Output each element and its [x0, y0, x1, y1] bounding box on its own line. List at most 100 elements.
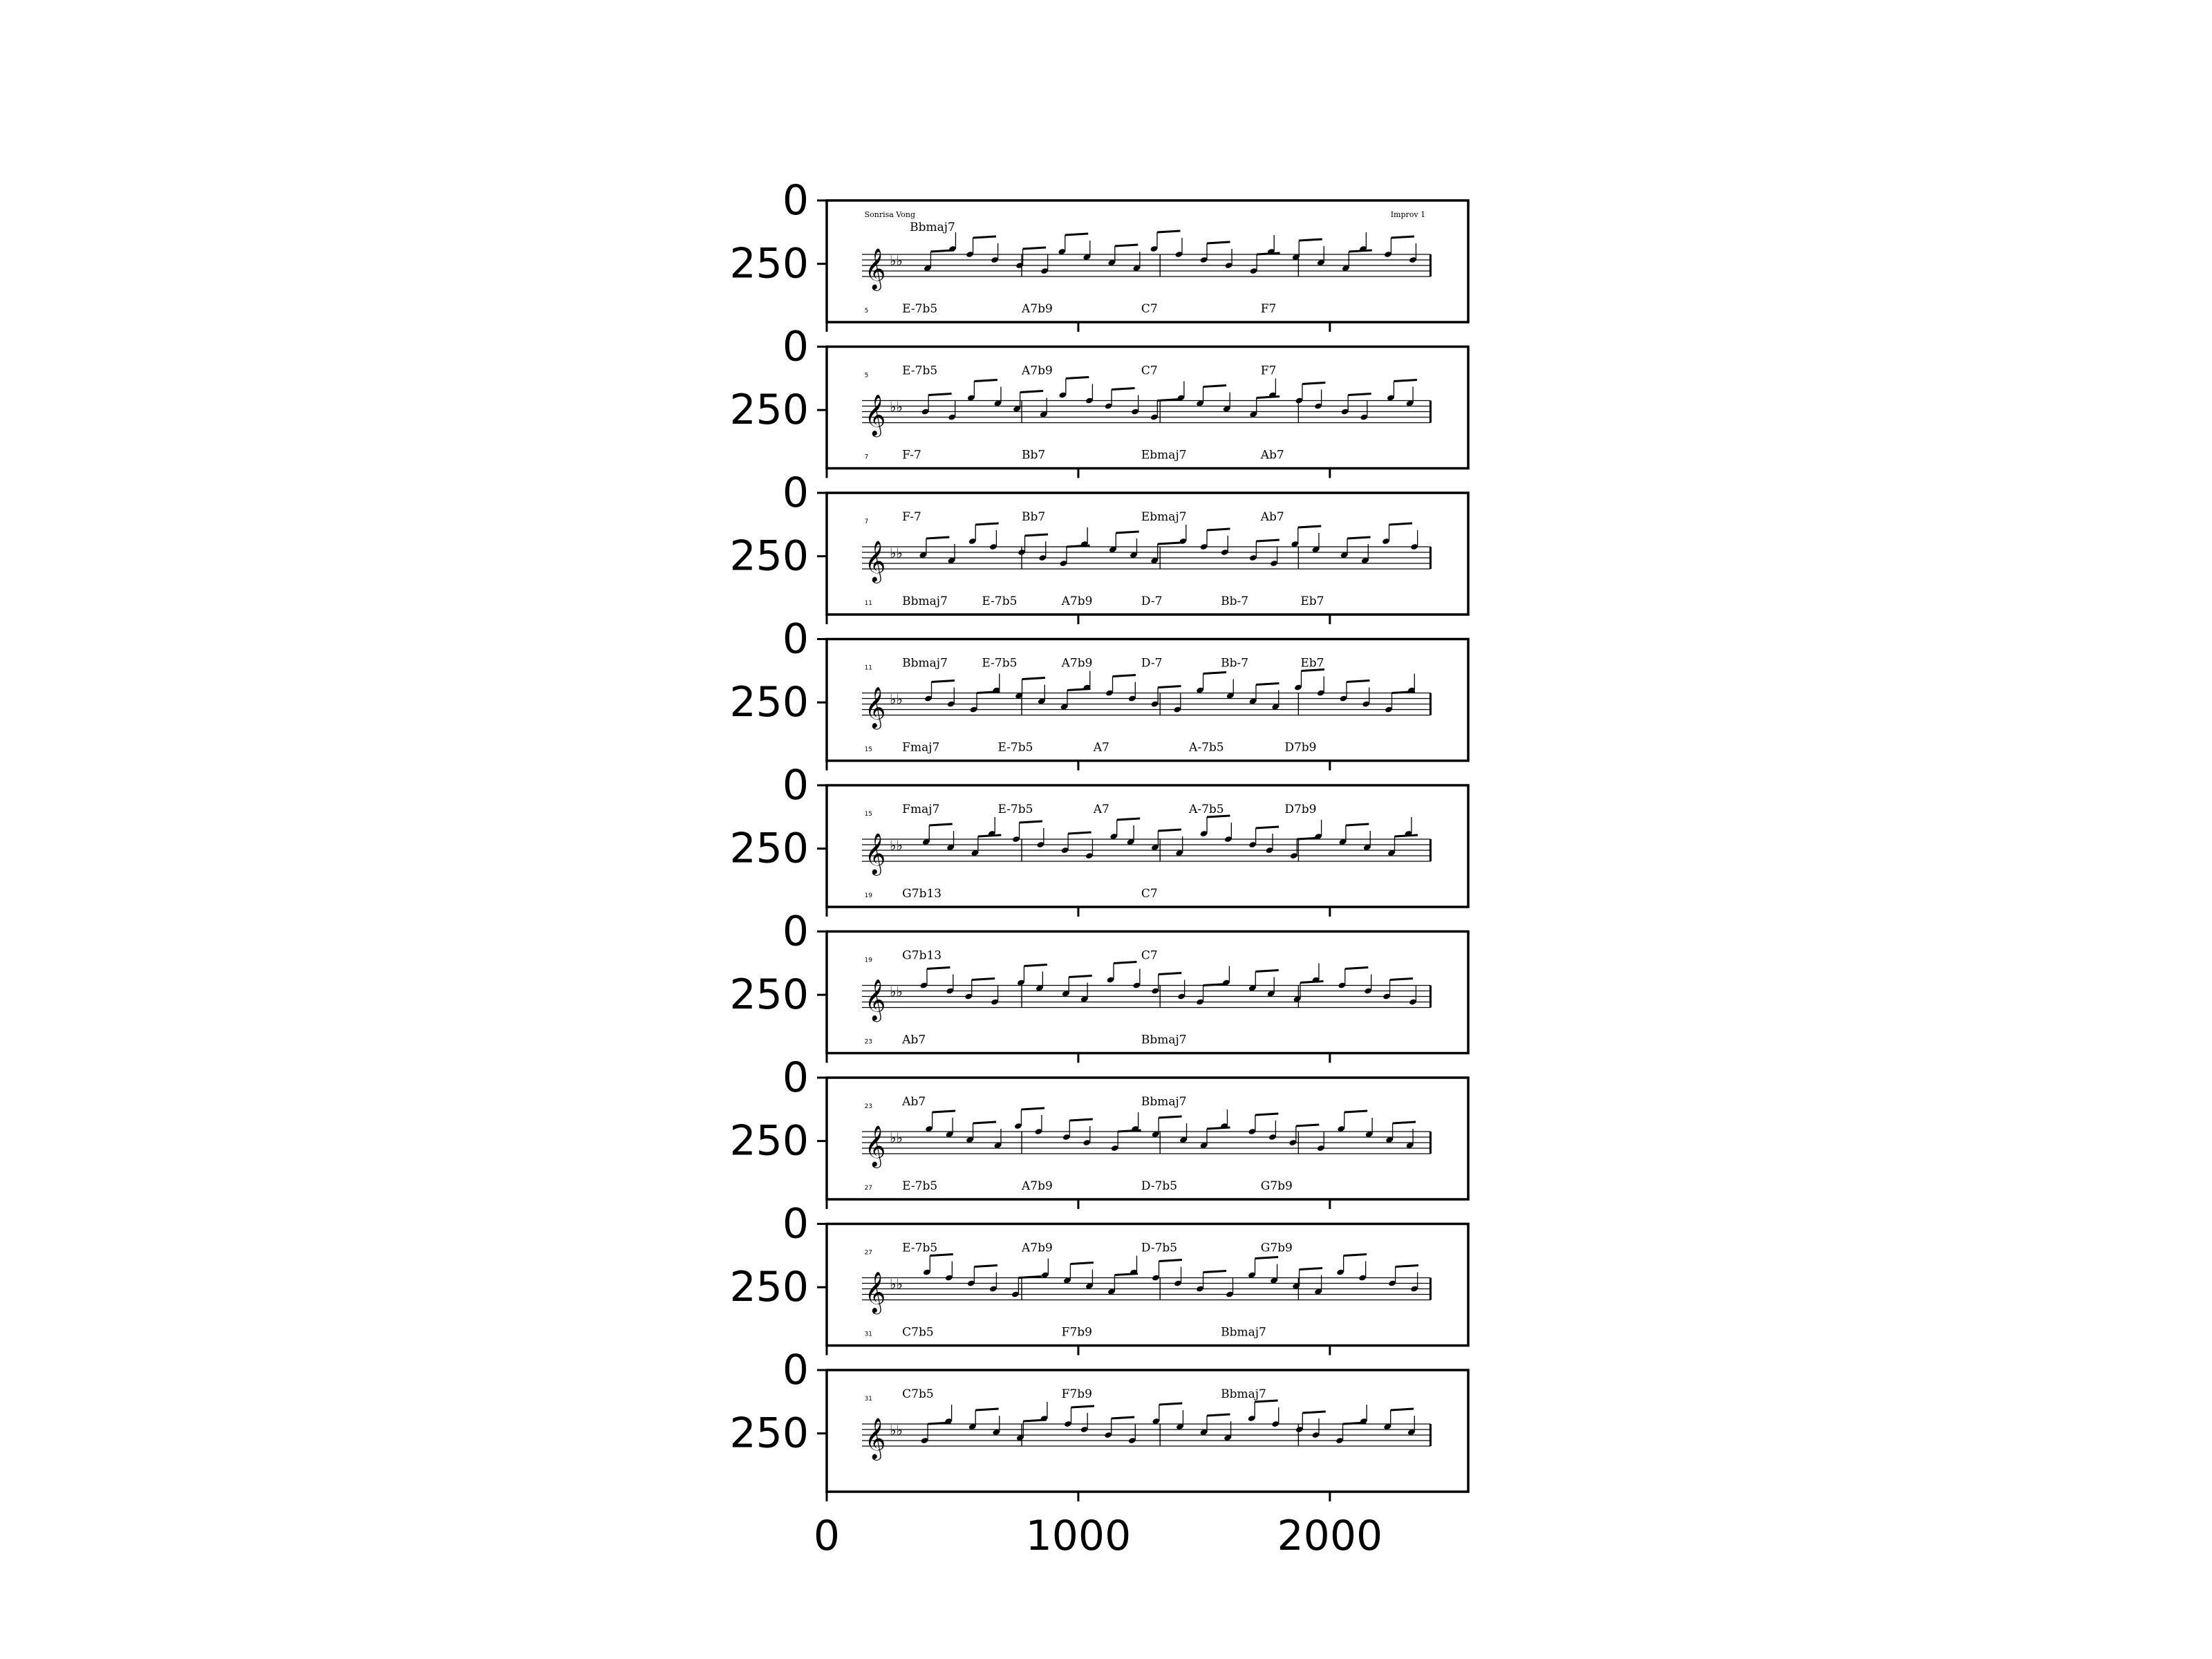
note-head	[1295, 684, 1302, 691]
note-head	[1293, 996, 1301, 1002]
note-head	[1200, 1430, 1208, 1435]
note-beam	[1345, 823, 1369, 827]
note-beam	[1344, 1109, 1368, 1114]
note-head	[1013, 406, 1020, 412]
key-signature-icon: ♭♭	[890, 1130, 903, 1146]
note-head	[1180, 1137, 1187, 1143]
note-beam	[1256, 538, 1280, 543]
notes	[920, 961, 1417, 1005]
note-head	[1338, 1126, 1345, 1132]
note-head	[1176, 850, 1183, 856]
note-beam	[1116, 530, 1139, 534]
staff	[861, 400, 1432, 424]
treble-clef-icon: 𝄞	[865, 1272, 886, 1315]
note-head	[1107, 977, 1114, 983]
staff	[861, 254, 1432, 277]
next-chord-symbol: G7b9	[1261, 1179, 1293, 1193]
next-chord-symbol: A7b9	[1021, 302, 1053, 316]
panel-frame	[825, 1369, 1470, 1493]
note-head	[1389, 1280, 1396, 1286]
treble-clef-icon: 𝄞	[865, 248, 886, 291]
note-beam	[1300, 980, 1324, 984]
note-beam	[1256, 395, 1280, 399]
chord-symbol: C7b5	[902, 1387, 934, 1401]
chord-symbol: F7b9	[1062, 1387, 1092, 1401]
song-title: Sonrisa Vong	[865, 210, 915, 219]
score-panel: 7 F-7 Bb7 Ebmaj7 Ab7 𝄞 ♭♭ 11 Bbmaj7 E-7b5 A7b9 D-7 B…	[729, 469, 1470, 624]
note-beam	[1021, 1107, 1045, 1111]
key-signature-icon: ♭♭	[890, 984, 903, 1000]
chord-symbol: Bb7	[1022, 510, 1045, 524]
note-head	[1130, 1269, 1137, 1275]
note-head	[1177, 395, 1185, 401]
note-head	[1109, 547, 1116, 552]
note-beam	[1346, 679, 1370, 683]
notes	[924, 229, 1417, 274]
y-tick-label: 0	[782, 1200, 809, 1248]
score-panel: Sonrisa Vong Improv 1 Bbmaj7 𝄞 ♭♭ 5 E-7b5 A7b9 C…	[729, 176, 1470, 332]
note-head	[1405, 831, 1412, 836]
panel-frame	[825, 930, 1470, 1055]
note-head	[1363, 845, 1371, 850]
note-head	[1060, 561, 1067, 566]
next-chord-symbol: D7b9	[1284, 741, 1316, 755]
note-head	[1360, 414, 1368, 420]
note-head	[1385, 252, 1391, 257]
note-beam	[1349, 249, 1372, 253]
panel-frame	[825, 199, 1470, 324]
note-head	[1339, 839, 1347, 845]
chord-symbol: E-7b5	[902, 1241, 937, 1255]
note-head	[921, 409, 929, 415]
panel-background	[827, 1370, 1468, 1492]
note-head	[1361, 558, 1369, 563]
notes	[921, 376, 1417, 420]
notes	[926, 1107, 1416, 1151]
next-chord-symbol: Bbmaj7	[1221, 1326, 1266, 1340]
note-head	[968, 395, 975, 401]
score-panel: 31 C7b5 F7b9 Bbmaj7 𝄞 ♭♭ 0 250	[729, 1346, 1470, 1501]
y-tick-label: 250	[729, 240, 809, 288]
note-beam	[1206, 527, 1230, 532]
note-head	[1360, 246, 1367, 252]
note-head	[1150, 414, 1158, 420]
note-head	[1226, 693, 1234, 699]
note-head	[1130, 552, 1137, 558]
chord-symbol: Ab7	[901, 1095, 926, 1109]
next-bar-number: 23	[865, 1039, 872, 1046]
note-head	[1013, 836, 1020, 842]
note-head	[1197, 687, 1203, 693]
note-beam	[1114, 243, 1138, 247]
note-beam	[1022, 677, 1046, 680]
note-beam	[1203, 384, 1227, 388]
note-head	[1226, 1291, 1233, 1297]
y-tick-label: 250	[729, 1263, 809, 1311]
note-head	[1266, 847, 1273, 853]
note-head	[1105, 1432, 1112, 1438]
next-chord-symbol: E-7b5	[982, 594, 1017, 608]
note-head	[990, 544, 997, 550]
note-beam	[928, 393, 952, 396]
note-head	[1152, 988, 1159, 994]
staff	[861, 1277, 1432, 1301]
note-head	[1271, 561, 1277, 566]
notes	[923, 1253, 1419, 1297]
note-head	[921, 1438, 928, 1443]
y-tick-label: 250	[729, 532, 809, 581]
note-beam	[975, 1407, 999, 1412]
next-bar-number: 19	[865, 892, 873, 899]
note-head	[1016, 1435, 1024, 1441]
panel-background	[827, 1078, 1468, 1199]
treble-clef-icon: 𝄞	[865, 833, 886, 876]
note-head	[1152, 1418, 1160, 1424]
note-head	[947, 845, 954, 850]
note-head	[1365, 1132, 1373, 1137]
note-beam	[1020, 390, 1044, 393]
note-head	[1080, 996, 1088, 1002]
panel-background	[827, 200, 1468, 322]
note-head	[1317, 1145, 1324, 1151]
note-head	[1293, 1283, 1300, 1289]
key-signature-icon: ♭♭	[890, 691, 903, 708]
next-bar-number: 27	[865, 1185, 872, 1192]
note-head	[1269, 392, 1276, 398]
bar-number: 23	[865, 1103, 872, 1110]
